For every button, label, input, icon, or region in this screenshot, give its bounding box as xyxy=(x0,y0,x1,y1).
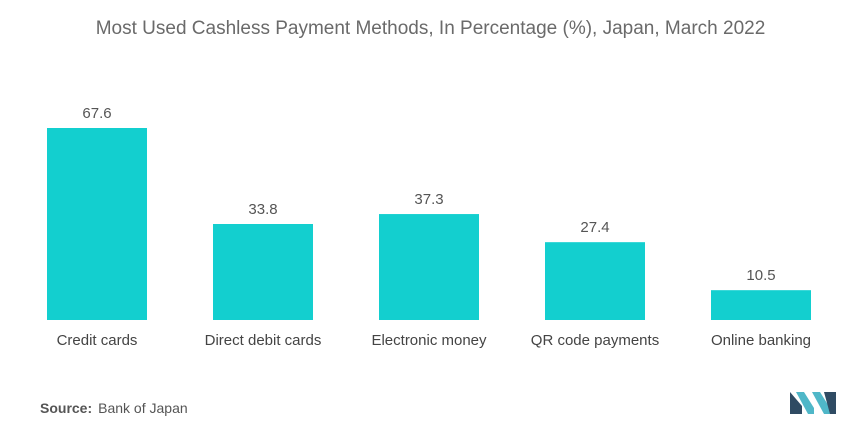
value-label: 33.8 xyxy=(248,201,277,218)
category-label: Direct debit cards xyxy=(205,332,322,349)
category-label: Electronic money xyxy=(371,332,487,349)
bar-online-banking xyxy=(711,290,811,320)
bar-credit-cards xyxy=(47,128,147,320)
source-text: Bank of Japan xyxy=(98,400,188,416)
chart-title: Most Used Cashless Payment Methods, In P… xyxy=(95,18,766,39)
value-label: 10.5 xyxy=(746,267,775,284)
bar-electronic-money xyxy=(379,214,479,320)
bar-chart: 67.6 Credit cards 33.8 Direct debit cards 37… xyxy=(47,105,811,349)
bar-direct-debit-cards xyxy=(213,224,313,320)
category-label: Credit cards xyxy=(57,332,138,349)
value-label: 37.3 xyxy=(414,191,443,208)
category-label: Online banking xyxy=(711,332,811,349)
source-note: Source: Bank of Japan xyxy=(40,400,188,416)
mordor-intelligence-logo-icon xyxy=(790,392,836,414)
value-label: 67.6 xyxy=(82,105,111,122)
source-label: Source: xyxy=(40,400,93,416)
category-label: QR code payments xyxy=(531,332,659,349)
value-label: 27.4 xyxy=(580,219,609,236)
bar-qr-code-payments xyxy=(545,242,645,320)
